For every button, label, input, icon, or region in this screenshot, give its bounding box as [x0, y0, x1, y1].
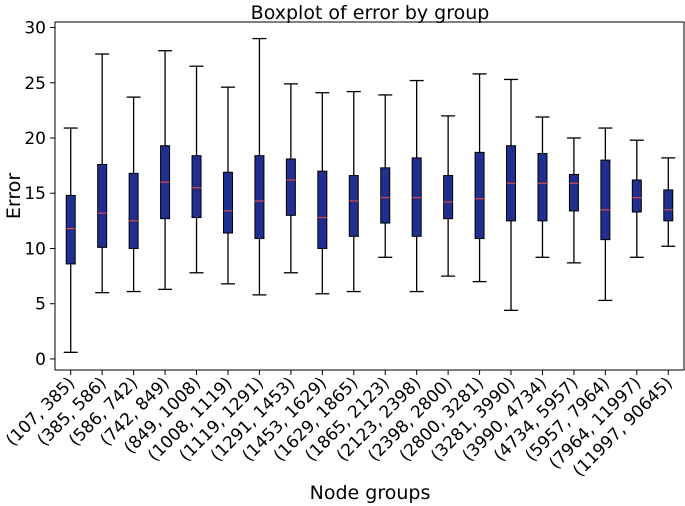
box-15: [535, 116, 550, 258]
box-iqr: [128, 172, 139, 249]
box-iqr: [254, 155, 265, 240]
box-14: [504, 78, 519, 311]
box-0: [63, 127, 78, 353]
y-tick-label: 30: [24, 19, 46, 39]
box-4: [189, 65, 204, 274]
box-iqr: [348, 175, 359, 237]
box-iqr: [191, 155, 202, 219]
box-iqr: [631, 179, 642, 213]
box-iqr: [97, 164, 108, 248]
x-axis: (107, 385)(385, 586)(586, 742)(742, 849)…: [2, 370, 677, 481]
box-2: [126, 96, 141, 293]
box-iqr: [568, 173, 579, 212]
box-13: [472, 73, 487, 283]
box-7: [283, 83, 298, 274]
y-tick-label: 15: [24, 184, 46, 204]
y-axis: 0 5 10 15 20 25 30: [24, 19, 55, 370]
box-iqr: [537, 152, 548, 222]
box-1: [95, 53, 110, 294]
box-11: [409, 79, 424, 293]
box-3: [158, 50, 173, 291]
box-iqr: [600, 159, 611, 241]
y-axis-label: Error: [3, 173, 25, 220]
box-19: [661, 157, 676, 247]
y-tick-label: 5: [35, 295, 46, 315]
box-18: [629, 139, 644, 258]
y-tick-label: 20: [24, 129, 46, 149]
box-17: [598, 127, 613, 302]
box-iqr: [663, 189, 674, 222]
box-iqr: [474, 151, 485, 240]
box-iqr: [285, 158, 296, 216]
box-iqr: [65, 194, 76, 265]
box-iqr: [443, 175, 454, 220]
plot-area-frame: [54, 21, 685, 371]
boxes-group: [63, 37, 676, 353]
chart-title: Boxplot of error by group: [251, 2, 490, 24]
box-6: [252, 37, 267, 296]
y-tick-label: 10: [24, 239, 46, 259]
box-iqr: [380, 167, 391, 224]
box-iqr: [222, 171, 233, 234]
y-tick-label: 25: [24, 74, 46, 94]
box-10: [378, 94, 393, 258]
box-8: [315, 92, 330, 295]
box-16: [566, 137, 581, 264]
x-axis-label: Node groups: [310, 482, 431, 504]
box-9: [346, 90, 361, 293]
box-12: [441, 115, 456, 277]
y-tick-label: 0: [35, 350, 46, 370]
box-5: [220, 86, 235, 285]
box-iqr: [317, 170, 328, 249]
